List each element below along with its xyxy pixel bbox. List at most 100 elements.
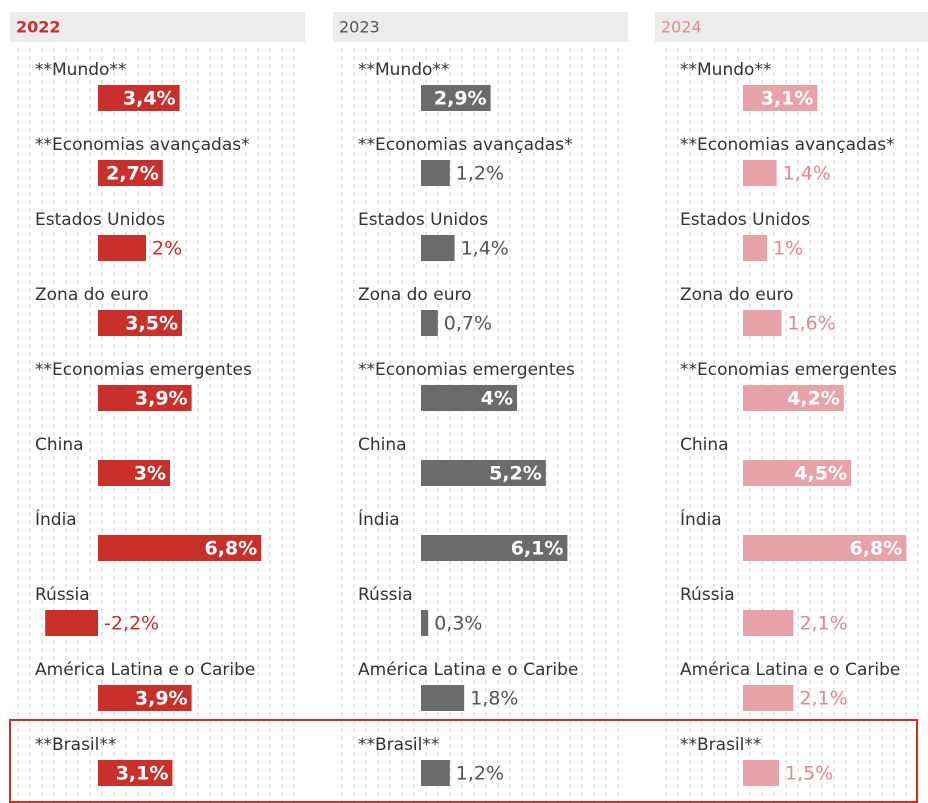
bar bbox=[743, 160, 777, 186]
panel-header bbox=[10, 12, 305, 42]
category-label: Índia bbox=[358, 508, 400, 530]
bar bbox=[421, 460, 546, 486]
category-label: **Economias avançadas* bbox=[680, 135, 895, 155]
grid-background bbox=[655, 44, 928, 803]
value-label: 3,1% bbox=[761, 88, 814, 110]
value-label: 6,8% bbox=[849, 538, 902, 560]
bar bbox=[421, 685, 465, 711]
value-label: 3,5% bbox=[125, 313, 178, 335]
value-label: 2,9% bbox=[434, 88, 487, 110]
bar bbox=[421, 310, 438, 336]
value-label: -2,2% bbox=[104, 613, 159, 635]
category-label: **Mundo** bbox=[358, 60, 449, 80]
category-label: Zona do euro bbox=[35, 285, 149, 305]
bar bbox=[98, 85, 180, 111]
bar bbox=[421, 385, 517, 411]
value-label: 6,8% bbox=[204, 538, 257, 560]
panel-header bbox=[655, 12, 928, 42]
bar bbox=[98, 235, 146, 261]
bar bbox=[421, 535, 568, 561]
category-label: Índia bbox=[35, 508, 77, 530]
value-label: 6,1% bbox=[511, 538, 564, 560]
category-label: China bbox=[35, 435, 84, 455]
bar bbox=[98, 535, 262, 561]
value-label: 3,9% bbox=[135, 388, 188, 410]
category-label: **Economias emergentes bbox=[680, 360, 897, 380]
bar bbox=[421, 85, 491, 111]
category-label: **Economias avançadas* bbox=[358, 135, 573, 155]
value-label: 1,8% bbox=[470, 688, 518, 710]
panel-header bbox=[333, 12, 628, 42]
bar bbox=[743, 310, 782, 336]
panel-title: 2024 bbox=[661, 18, 702, 37]
value-label: 4,2% bbox=[787, 388, 840, 410]
category-label: América Latina e o Caribe bbox=[680, 660, 900, 680]
category-label: América Latina e o Caribe bbox=[35, 660, 255, 680]
bar bbox=[743, 760, 779, 786]
category-label: Rússia bbox=[35, 585, 90, 605]
bar bbox=[421, 235, 455, 261]
category-label: América Latina e o Caribe bbox=[358, 660, 578, 680]
bar bbox=[421, 760, 450, 786]
bar bbox=[45, 610, 98, 636]
bar bbox=[98, 685, 192, 711]
value-label: 4% bbox=[481, 388, 513, 410]
bar bbox=[743, 85, 818, 111]
value-label: 3,1% bbox=[116, 763, 169, 785]
bar bbox=[743, 385, 844, 411]
bar bbox=[98, 385, 192, 411]
bar bbox=[743, 535, 907, 561]
category-label: Zona do euro bbox=[358, 285, 472, 305]
bar bbox=[743, 460, 851, 486]
value-label: 1,4% bbox=[783, 163, 831, 185]
value-label: 0,3% bbox=[434, 613, 482, 635]
bar bbox=[743, 610, 794, 636]
category-label: **Economias emergentes bbox=[358, 360, 575, 380]
bar bbox=[98, 460, 170, 486]
value-label: 2,1% bbox=[799, 688, 847, 710]
value-label: 3,9% bbox=[135, 688, 188, 710]
category-label: China bbox=[680, 435, 729, 455]
category-label: Zona do euro bbox=[680, 285, 794, 305]
category-label: Rússia bbox=[680, 585, 735, 605]
bar bbox=[98, 160, 163, 186]
value-label: 1,5% bbox=[785, 763, 833, 785]
bar bbox=[98, 760, 173, 786]
category-label: **Economias emergentes bbox=[35, 360, 252, 380]
category-label: Estados Unidos bbox=[680, 210, 810, 230]
bar bbox=[743, 235, 767, 261]
grid-background bbox=[333, 44, 628, 803]
highlight-frame bbox=[9, 719, 918, 803]
value-label: 0,7% bbox=[444, 313, 492, 335]
value-label: 1% bbox=[773, 238, 803, 260]
bar bbox=[421, 610, 429, 636]
category-label: **Economias avançadas* bbox=[35, 135, 250, 155]
category-label: Rússia bbox=[358, 585, 413, 605]
panel-title: 2023 bbox=[339, 18, 380, 37]
category-label: **Brasil** bbox=[358, 735, 439, 755]
value-label: 1,2% bbox=[456, 763, 504, 785]
bar bbox=[743, 685, 794, 711]
category-label: Índia bbox=[680, 508, 722, 530]
category-label: **Mundo** bbox=[35, 60, 126, 80]
category-label: **Mundo** bbox=[680, 60, 771, 80]
category-label: Estados Unidos bbox=[35, 210, 165, 230]
value-label: 5,2% bbox=[489, 463, 542, 485]
value-label: 4,5% bbox=[794, 463, 847, 485]
value-label: 3% bbox=[134, 463, 166, 485]
panel-title: 2022 bbox=[16, 18, 61, 37]
value-label: 3,4% bbox=[123, 88, 176, 110]
value-label: 1,6% bbox=[787, 313, 835, 335]
value-label: 1,2% bbox=[456, 163, 504, 185]
bar bbox=[98, 310, 182, 336]
value-label: 2,1% bbox=[799, 613, 847, 635]
value-label: 2,7% bbox=[106, 163, 159, 185]
category-label: **Brasil** bbox=[680, 735, 761, 755]
bar bbox=[421, 160, 450, 186]
category-label: China bbox=[358, 435, 407, 455]
category-label: **Brasil** bbox=[35, 735, 116, 755]
category-label: Estados Unidos bbox=[358, 210, 488, 230]
value-label: 2% bbox=[152, 238, 182, 260]
value-label: 1,4% bbox=[461, 238, 509, 260]
